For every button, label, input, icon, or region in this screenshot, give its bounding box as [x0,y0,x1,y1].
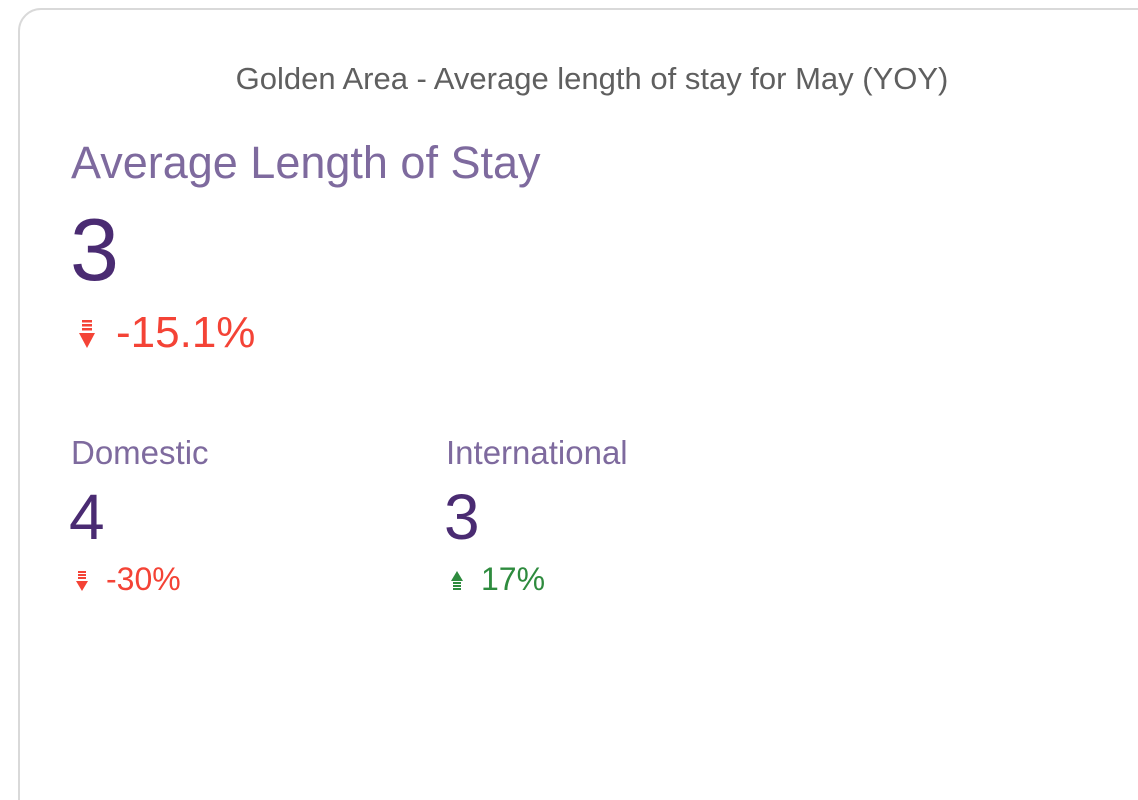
domestic-change: -30% [106,561,181,597]
up-arrow-icon [451,571,463,590]
card-title: Golden Area - Average length of stay for… [236,61,949,96]
domestic-value: 4 [69,481,105,553]
main-value: 3 [70,200,119,299]
down-arrow-icon [79,320,95,348]
international-label: International [446,434,628,471]
domestic-label: Domestic [71,434,209,471]
main-label: Average Length of Stay [71,137,541,188]
down-arrow-icon [76,571,88,591]
main-change: -15.1% [116,308,255,357]
international-value: 3 [444,481,480,553]
international-change: 17% [481,561,545,597]
card [18,8,1138,800]
